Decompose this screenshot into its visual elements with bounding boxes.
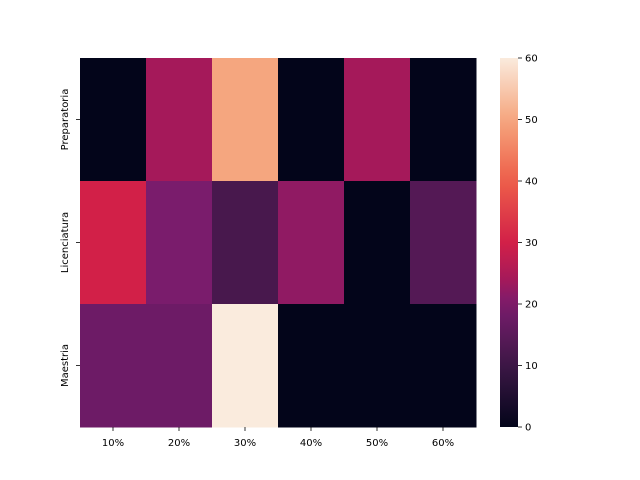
heatmap-cell: [278, 58, 345, 182]
colorbar-tick-label: 30: [525, 238, 538, 249]
heatmap-cell: [146, 58, 213, 182]
heatmap-cell: [344, 304, 411, 428]
heatmap-cell: [146, 181, 213, 305]
heatmap-cell: [278, 304, 345, 428]
heatmap-cell: [410, 58, 477, 182]
heatmap-cell: [344, 181, 411, 305]
x-tick-label: 10%: [102, 438, 124, 449]
colorbar-tick-label: 50: [525, 115, 538, 126]
heatmap-cell: [80, 304, 147, 428]
heatmap-cell: [410, 304, 477, 428]
heatmap-cell: [212, 181, 279, 305]
x-tick-label: 40%: [300, 438, 322, 449]
heatmap-cell: [80, 58, 147, 182]
colorbar-tick-label: 0: [525, 423, 531, 434]
x-axis: 10% 20% 30% 40% 50% 60%: [102, 427, 454, 449]
x-tick-label: 50%: [366, 438, 388, 449]
y-tick-label: Maestria: [60, 344, 71, 387]
y-tick-label: Preparatoria: [60, 89, 71, 151]
x-tick-label: 30%: [234, 438, 256, 449]
colorbar-tick-label: 20: [525, 300, 538, 311]
heatmap-cell: [146, 304, 213, 428]
heatmap-cell: [212, 304, 279, 428]
heatmap-cell: [410, 181, 477, 305]
colorbar-axis: 0 10 20 30 40 50 60: [518, 54, 538, 434]
colorbar-tick-label: 10: [525, 361, 538, 372]
heatmap-cell: [344, 58, 411, 182]
colorbar: [500, 58, 518, 427]
y-axis: Preparatoria Licenciatura Maestria: [60, 89, 80, 387]
heatmap-cell: [278, 181, 345, 305]
x-tick-label: 20%: [168, 438, 190, 449]
x-tick-label: 60%: [432, 438, 454, 449]
colorbar-tick-label: 40: [525, 177, 538, 188]
y-tick-label: Licenciatura: [60, 212, 71, 273]
heatmap-cell: [212, 58, 279, 182]
colorbar-tick-label: 60: [525, 54, 538, 65]
heatmap-cell: [80, 181, 147, 305]
heatmap-cells: [80, 58, 477, 428]
